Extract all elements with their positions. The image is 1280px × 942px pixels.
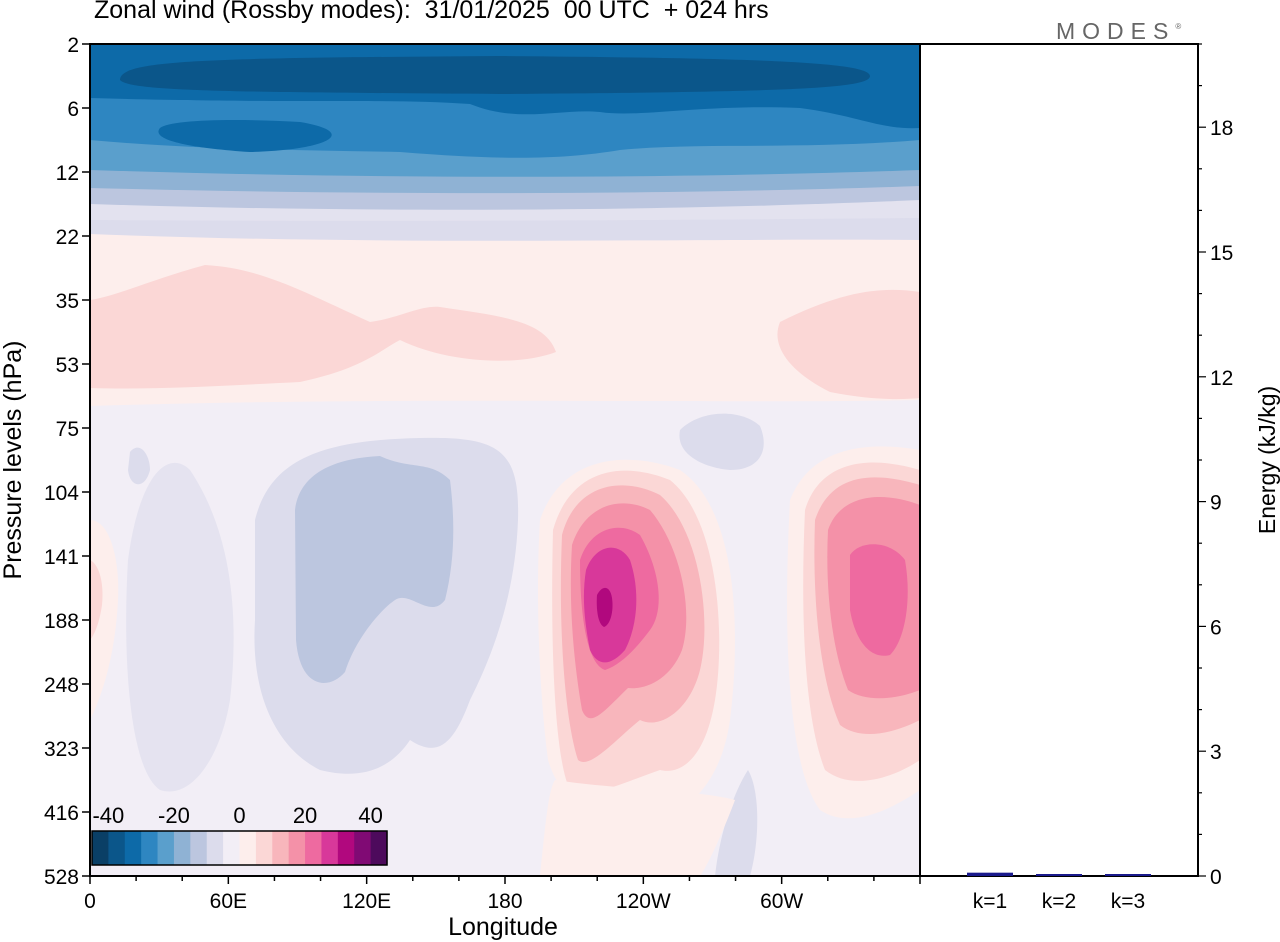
y-axis-label: Pressure levels (hPa)	[0, 341, 27, 580]
colorbar-tick-label: 40	[358, 803, 382, 828]
pressure-tick-label: 104	[44, 482, 79, 505]
colorbar-swatch	[92, 831, 109, 865]
contour-region	[90, 560, 103, 640]
colorbar-swatch	[206, 831, 224, 865]
modes-logo: MODES®	[1056, 18, 1182, 44]
contour-region	[90, 265, 556, 389]
x-axis-label: Longitude	[448, 913, 558, 941]
pressure-tick-label: 416	[44, 802, 79, 825]
longitude-tick-label: 120W	[616, 890, 671, 913]
colorbar-swatch	[337, 831, 355, 865]
contour-region	[128, 447, 150, 485]
wavenumber-label: k=3	[1111, 890, 1145, 913]
longitude-tick-label: 180	[487, 890, 522, 913]
energy-bar-k=1	[967, 872, 1013, 876]
contour-region	[158, 120, 332, 152]
contour-field	[90, 44, 920, 876]
colorbar: -40 -20 0 20 40	[91, 803, 388, 866]
pressure-tick-label: 2	[67, 34, 79, 57]
colorbar-swatch	[141, 831, 159, 865]
colorbar-swatch	[255, 831, 273, 865]
energy-bar-k=3	[1105, 874, 1151, 876]
pressure-tick-label: 248	[44, 674, 79, 697]
contour-region	[596, 587, 613, 627]
colorbar-swatch	[190, 831, 208, 865]
colorbar-tick-label: -20	[158, 803, 190, 828]
contour-region	[850, 544, 908, 656]
wavenumber-label: k=2	[1042, 890, 1076, 913]
colorbar-swatch	[321, 831, 339, 865]
energy-tick-label: 18	[1210, 117, 1233, 140]
colorbar-tick-label: -40	[92, 803, 124, 828]
chart-title: Zonal wind (Rossby modes): 31/01/2025 00…	[94, 0, 769, 24]
pressure-tick-label: 22	[56, 226, 79, 249]
pressure-tick-label: 323	[44, 738, 79, 761]
wavenumber-label: k=1	[973, 890, 1007, 913]
contour-region	[295, 456, 454, 683]
contour-region	[126, 462, 234, 792]
wavenumber-axis: k=1 k=2 k=3	[973, 890, 1145, 913]
contour-region	[679, 413, 764, 470]
pressure-tick-label: 141	[44, 546, 79, 569]
colorbar-swatch	[157, 831, 175, 865]
energy-bars	[967, 872, 1151, 876]
colorbar-swatch	[173, 831, 191, 865]
pressure-tick-label: 528	[44, 866, 79, 889]
longitude-tick-label: 0	[84, 890, 96, 913]
energy-tick-label: 15	[1210, 242, 1233, 265]
colorbar-swatch	[239, 831, 257, 865]
colorbar-swatch	[370, 831, 388, 865]
colorbar-swatch	[124, 831, 142, 865]
pressure-tick-label: 53	[56, 354, 79, 377]
longitude-tick-label: 60W	[760, 890, 803, 913]
contour-region	[777, 289, 920, 400]
colorbar-tick-label: 20	[293, 803, 317, 828]
colorbar-swatch	[223, 831, 241, 865]
pressure-tick-label: 75	[56, 418, 79, 441]
colorbar-tick-label: 0	[233, 803, 245, 828]
contour-region	[540, 780, 735, 876]
energy-tick-label: 0	[1210, 866, 1222, 889]
colorbar-swatch	[288, 831, 306, 865]
longitude-tick-label: 120E	[342, 890, 391, 913]
energy-tick-label: 9	[1210, 492, 1222, 515]
pressure-axis: 2 6 12 22 35 53 75 104 141 188 248 323 416 528	[44, 34, 90, 889]
pressure-tick-label: 188	[44, 610, 79, 633]
energy-tick-label: 12	[1210, 367, 1233, 390]
pressure-tick-label: 12	[56, 162, 79, 185]
colorbar-swatch	[272, 831, 290, 865]
pressure-tick-label: 6	[67, 98, 79, 121]
contour-region	[715, 770, 758, 876]
colorbar-swatch	[354, 831, 372, 865]
longitude-tick-label: 60E	[210, 890, 247, 913]
energy-bar-k=2	[1036, 874, 1082, 876]
energy-axis-label: Energy (kJ/kg)	[1254, 386, 1280, 534]
longitude-axis: 0 60E 120E 180 120W 60W	[84, 876, 921, 913]
energy-tick-label: 6	[1210, 616, 1222, 639]
colorbar-swatch	[305, 831, 323, 865]
pressure-tick-label: 35	[56, 290, 79, 313]
energy-plot-frame	[919, 43, 1199, 877]
energy-tick-label: 3	[1210, 741, 1222, 764]
energy-axis: 0 3 6 9 12 15 18	[1198, 43, 1233, 889]
colorbar-swatch	[108, 831, 126, 865]
contour-region	[120, 56, 870, 94]
